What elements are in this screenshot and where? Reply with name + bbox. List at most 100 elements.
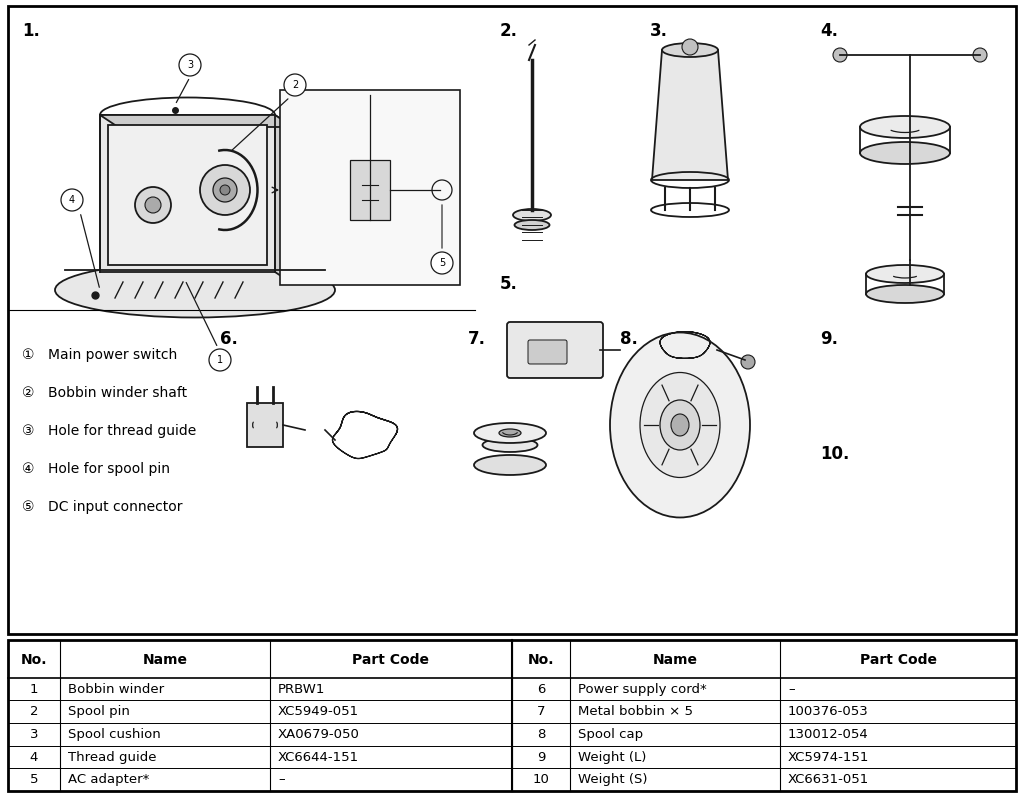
Circle shape <box>213 178 237 202</box>
Polygon shape <box>350 160 390 220</box>
Ellipse shape <box>513 209 551 221</box>
Text: Bobbin winder: Bobbin winder <box>68 683 164 696</box>
Text: 10.: 10. <box>820 445 849 463</box>
Text: Hole for thread guide: Hole for thread guide <box>48 424 197 438</box>
Circle shape <box>741 355 755 369</box>
Text: 5: 5 <box>439 258 445 268</box>
Text: Part Code: Part Code <box>352 653 429 667</box>
Polygon shape <box>100 115 275 272</box>
Text: 6: 6 <box>537 683 545 696</box>
Text: 8: 8 <box>537 728 545 741</box>
Text: 9.: 9. <box>820 330 838 348</box>
Text: 10: 10 <box>532 774 550 786</box>
Text: 4: 4 <box>69 195 75 205</box>
Text: Spool cap: Spool cap <box>578 728 643 741</box>
Text: 1: 1 <box>30 683 38 696</box>
Text: Spool pin: Spool pin <box>68 705 130 718</box>
Circle shape <box>179 54 201 76</box>
Circle shape <box>220 185 230 195</box>
Circle shape <box>682 39 698 55</box>
Ellipse shape <box>662 43 718 57</box>
Text: Weight (L): Weight (L) <box>578 750 646 763</box>
Text: Hole for spool pin: Hole for spool pin <box>48 462 170 476</box>
Text: Name: Name <box>652 653 697 667</box>
Text: ②: ② <box>22 386 35 400</box>
Text: PRBW1: PRBW1 <box>278 683 326 696</box>
Circle shape <box>135 187 171 223</box>
Text: ③: ③ <box>22 424 35 438</box>
Polygon shape <box>652 50 728 180</box>
Text: 3: 3 <box>30 728 38 741</box>
Ellipse shape <box>866 265 944 283</box>
Text: ①: ① <box>22 348 35 362</box>
Polygon shape <box>275 115 293 284</box>
Text: XC6631-051: XC6631-051 <box>788 774 869 786</box>
Text: DC input connector: DC input connector <box>48 500 182 514</box>
Polygon shape <box>247 403 283 447</box>
Text: Main power switch: Main power switch <box>48 348 177 362</box>
Text: Power supply cord*: Power supply cord* <box>578 683 707 696</box>
Text: AC adapter*: AC adapter* <box>68 774 150 786</box>
Text: Name: Name <box>142 653 187 667</box>
Circle shape <box>200 165 250 215</box>
Text: 2: 2 <box>30 705 38 718</box>
Ellipse shape <box>860 142 950 164</box>
Ellipse shape <box>860 116 950 138</box>
Polygon shape <box>100 115 293 127</box>
Text: Thread guide: Thread guide <box>68 750 157 763</box>
Text: XC5974-151: XC5974-151 <box>788 750 869 763</box>
Text: XC5949-051: XC5949-051 <box>278 705 359 718</box>
Ellipse shape <box>660 400 700 450</box>
Text: XC6644-151: XC6644-151 <box>278 750 359 763</box>
Text: XA0679-050: XA0679-050 <box>278 728 359 741</box>
FancyBboxPatch shape <box>507 322 603 378</box>
Text: 7.: 7. <box>468 330 486 348</box>
Text: 130012-054: 130012-054 <box>788 728 868 741</box>
Ellipse shape <box>610 332 750 518</box>
Ellipse shape <box>474 423 546 443</box>
Ellipse shape <box>482 438 538 452</box>
Ellipse shape <box>55 262 335 317</box>
Text: 4.: 4. <box>820 22 838 40</box>
Text: 2: 2 <box>292 80 298 90</box>
Text: Weight (S): Weight (S) <box>578 774 647 786</box>
Text: 5.: 5. <box>500 275 518 293</box>
Text: 3: 3 <box>187 60 194 70</box>
Text: Bobbin winder shaft: Bobbin winder shaft <box>48 386 187 400</box>
Text: 100376-053: 100376-053 <box>788 705 868 718</box>
Circle shape <box>833 48 847 62</box>
Ellipse shape <box>640 373 720 478</box>
Text: 5: 5 <box>30 774 38 786</box>
Circle shape <box>209 349 231 371</box>
Text: 4: 4 <box>30 750 38 763</box>
Text: No.: No. <box>527 653 554 667</box>
Ellipse shape <box>514 220 550 230</box>
Text: ④: ④ <box>22 462 35 476</box>
Text: 8.: 8. <box>620 330 638 348</box>
Ellipse shape <box>671 414 689 436</box>
Text: –: – <box>788 683 795 696</box>
Text: 9: 9 <box>537 750 545 763</box>
Circle shape <box>61 189 83 211</box>
Text: Metal bobbin × 5: Metal bobbin × 5 <box>578 705 693 718</box>
Circle shape <box>145 197 161 213</box>
Polygon shape <box>108 125 267 265</box>
Text: 1: 1 <box>217 355 223 365</box>
Ellipse shape <box>866 285 944 303</box>
Text: Part Code: Part Code <box>859 653 937 667</box>
Ellipse shape <box>474 455 546 475</box>
Ellipse shape <box>499 429 521 437</box>
Circle shape <box>284 74 306 96</box>
Text: No.: No. <box>20 653 47 667</box>
FancyBboxPatch shape <box>528 340 567 364</box>
Text: 2.: 2. <box>500 22 518 40</box>
Text: –: – <box>278 774 285 786</box>
Text: 3.: 3. <box>650 22 668 40</box>
Text: ⑤: ⑤ <box>22 500 35 514</box>
Polygon shape <box>280 90 460 285</box>
Circle shape <box>431 252 453 274</box>
Text: 1.: 1. <box>22 22 40 40</box>
Text: 7: 7 <box>537 705 545 718</box>
Text: Spool cushion: Spool cushion <box>68 728 161 741</box>
Text: 6.: 6. <box>220 330 238 348</box>
